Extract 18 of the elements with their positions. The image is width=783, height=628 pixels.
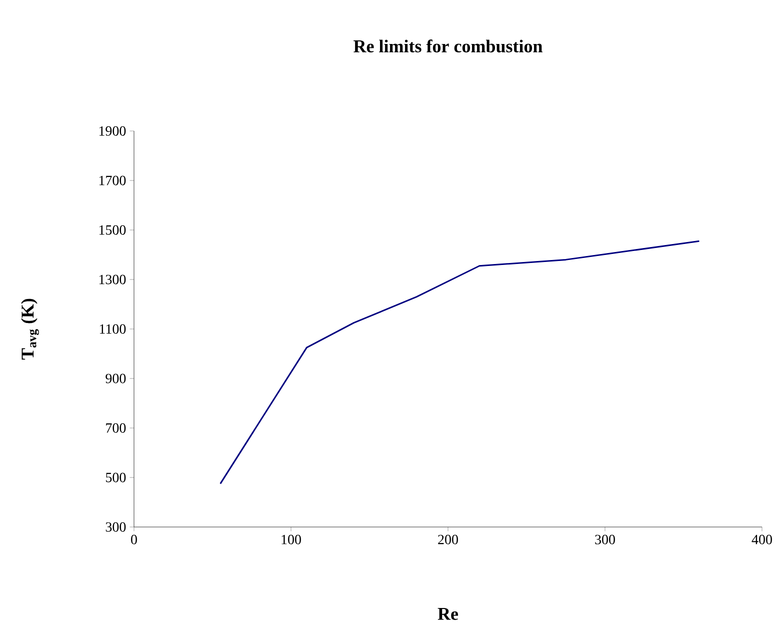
x-tick-label: 100 bbox=[282, 534, 301, 544]
y-tick-label: 1100 bbox=[100, 324, 126, 334]
x-tick-label: 300 bbox=[595, 534, 615, 544]
x-tick-label: 200 bbox=[438, 534, 458, 544]
y-tick-label: 300 bbox=[106, 522, 126, 532]
y-tick-label: 1900 bbox=[99, 126, 126, 136]
line-series bbox=[220, 240, 700, 484]
y-tick-label: 1500 bbox=[99, 225, 126, 235]
y-tick-label: 1700 bbox=[99, 176, 126, 186]
y-tick-label: 1300 bbox=[99, 274, 126, 284]
x-axis-title: Re bbox=[438, 608, 458, 620]
y-tick-label: 700 bbox=[106, 423, 126, 433]
y-tick-label: 900 bbox=[106, 374, 126, 384]
x-tick-label: 400 bbox=[752, 534, 772, 544]
y-axis-title: T$_{avg}$ (K) bbox=[21, 298, 39, 360]
x-tick-label: 0 bbox=[131, 534, 137, 544]
chart-title: Re limits for combustion bbox=[354, 40, 542, 52]
y-tick-label: 500 bbox=[106, 472, 126, 482]
